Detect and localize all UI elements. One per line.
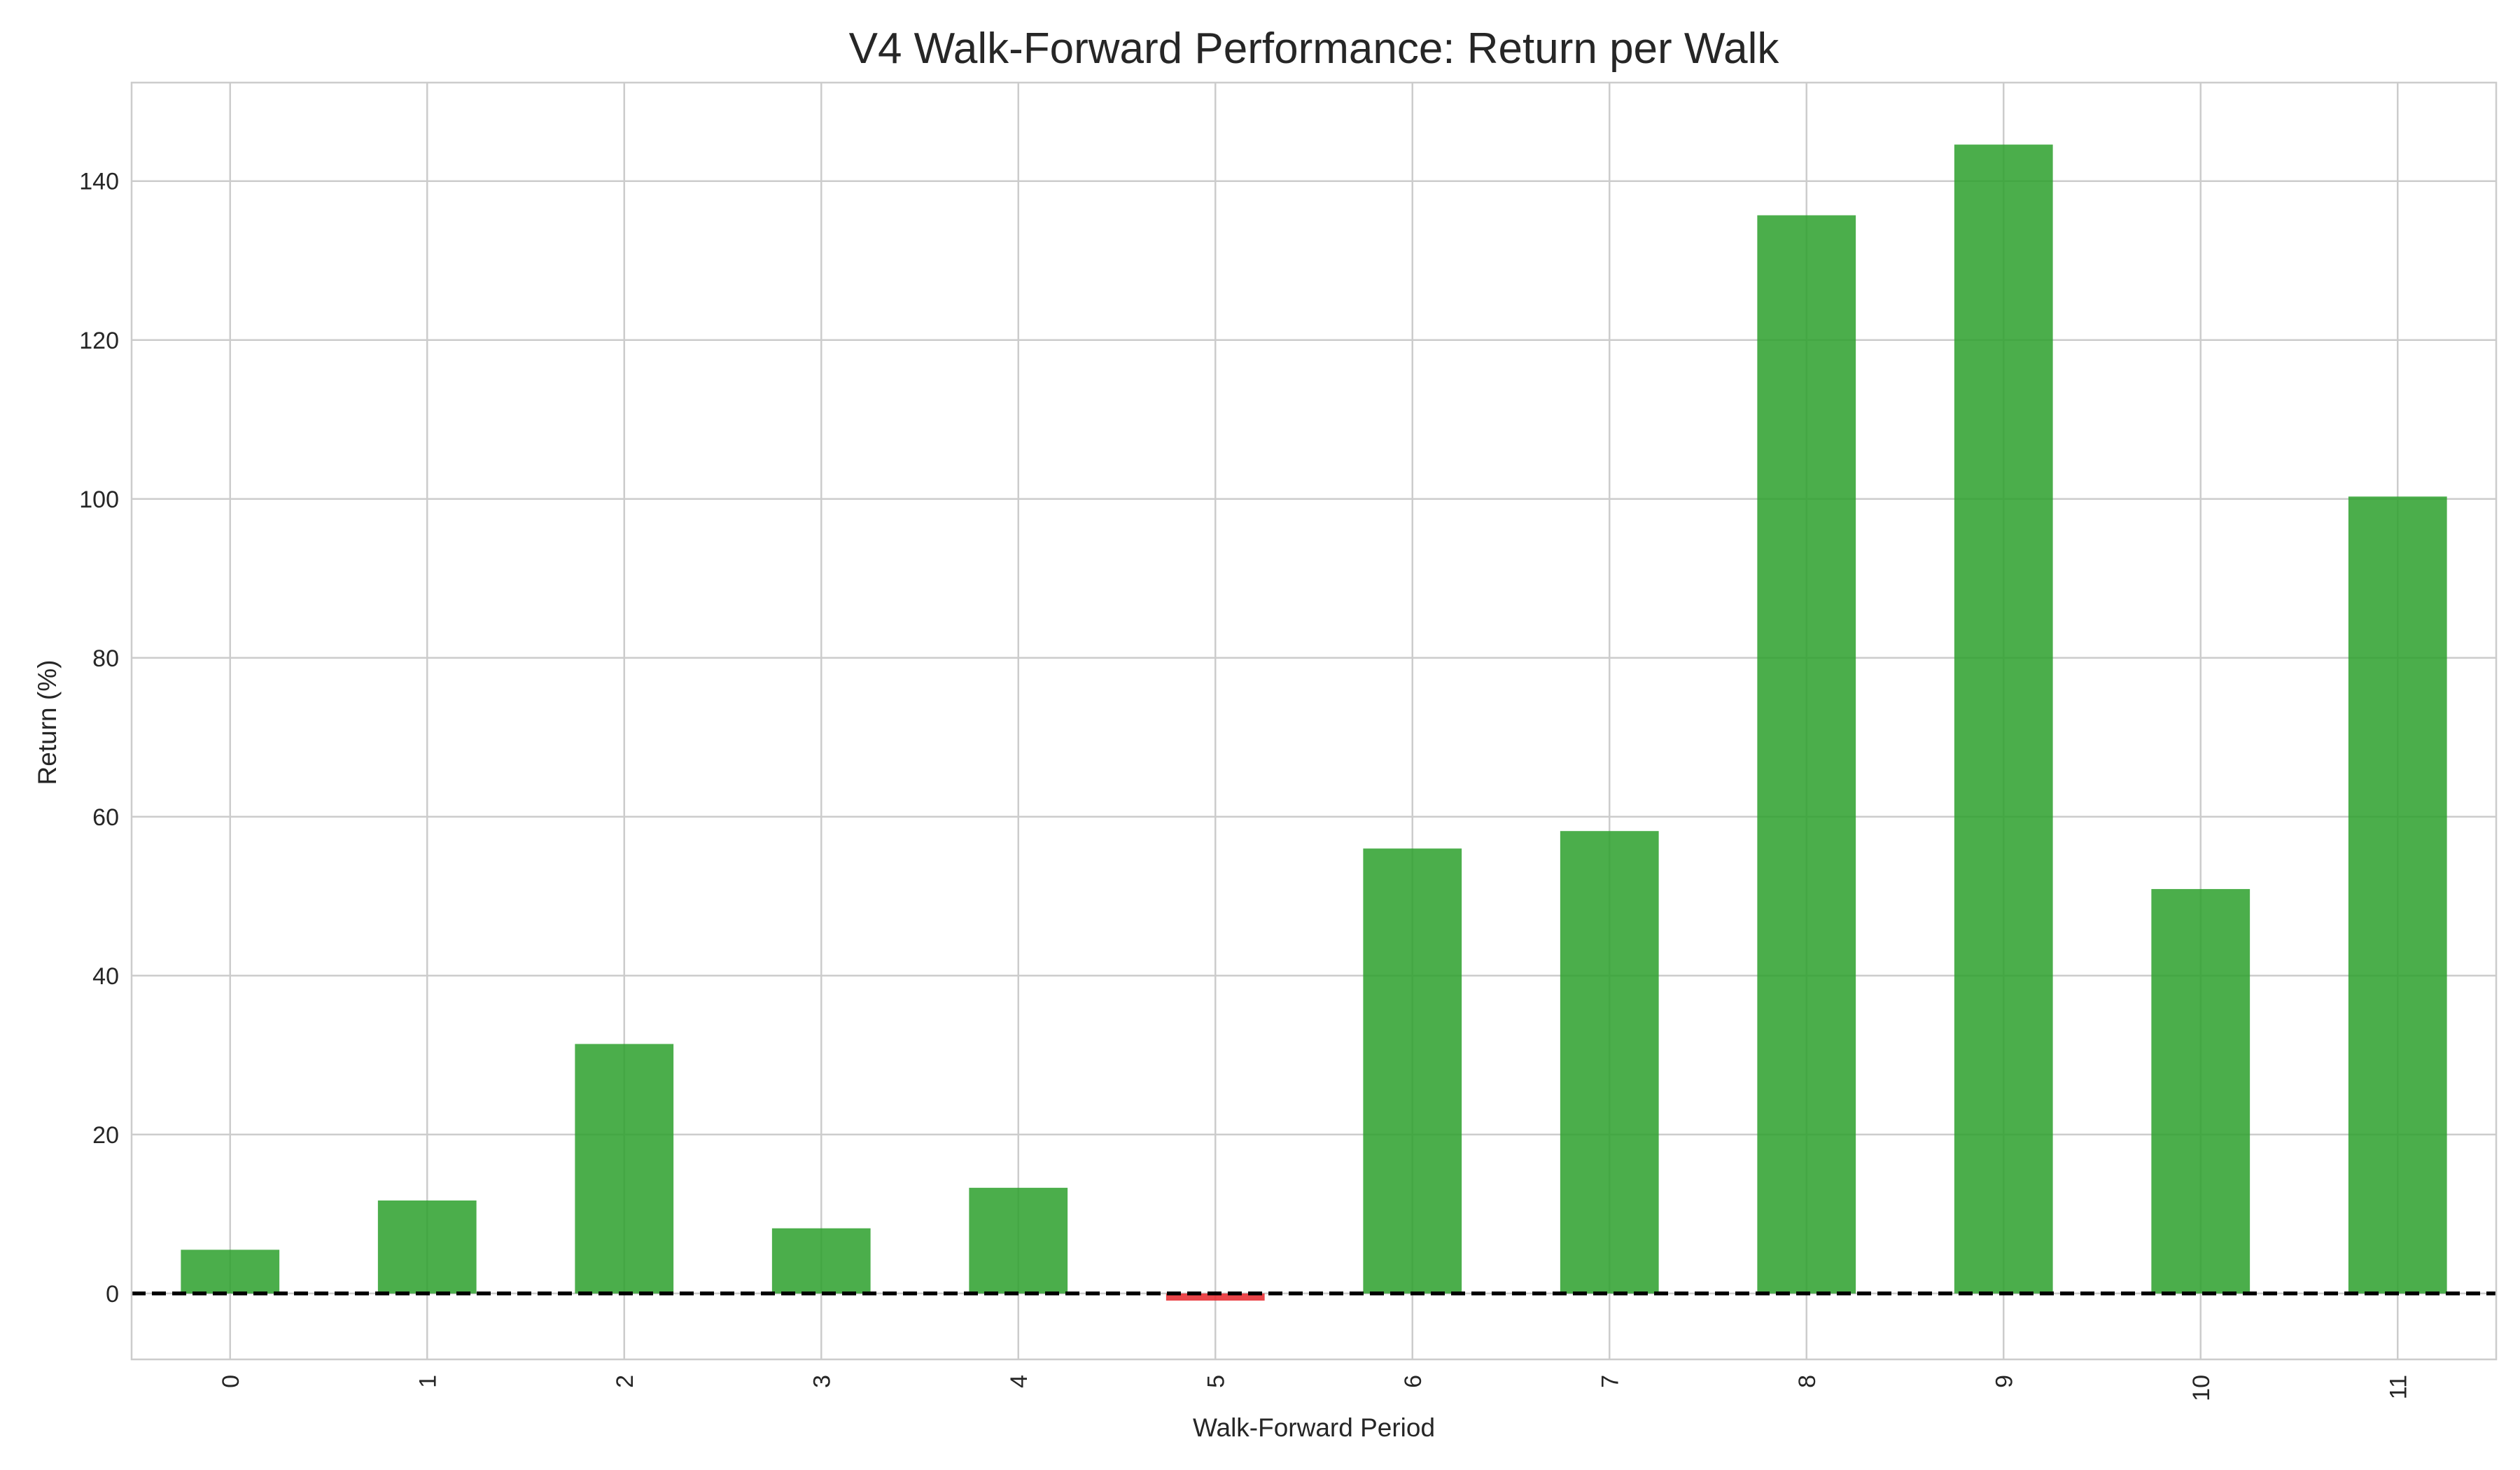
bar-period-4 xyxy=(969,1187,1068,1294)
bar-period-3 xyxy=(771,1228,871,1294)
y-axis-label: Return (%) xyxy=(33,660,62,785)
y-tick-label: 20 xyxy=(92,1122,119,1149)
bar-period-9 xyxy=(1954,144,2053,1294)
x-tick-label: 5 xyxy=(1203,1375,1229,1388)
bar-period-8 xyxy=(1757,215,1856,1294)
bar-period-7 xyxy=(1560,831,1659,1294)
y-tick-label: 60 xyxy=(92,804,119,831)
x-tick-label: 0 xyxy=(218,1375,244,1388)
x-axis-label: Walk-Forward Period xyxy=(1193,1413,1435,1442)
y-tick-label: 100 xyxy=(79,486,119,513)
bar-period-2 xyxy=(575,1044,674,1294)
x-tick-label: 1 xyxy=(414,1375,441,1388)
bar-period-1 xyxy=(377,1200,477,1294)
x-tick-label: 3 xyxy=(808,1375,835,1388)
plot-frame xyxy=(130,81,2498,1361)
bar-period-5 xyxy=(1166,1293,1265,1301)
x-tick-label: 10 xyxy=(2188,1375,2215,1401)
grid-layer xyxy=(132,83,2496,1359)
x-tick-label: 9 xyxy=(1991,1375,2017,1388)
x-tick-label: 4 xyxy=(1006,1375,1032,1388)
bar-period-10 xyxy=(2151,889,2250,1294)
bar-period-0 xyxy=(181,1250,280,1294)
bar-period-11 xyxy=(2348,496,2447,1294)
y-tick-labels: 0 20 40 60 80 100 120 140 xyxy=(79,169,119,1308)
x-tick-label: 2 xyxy=(612,1375,638,1388)
chart-title: V4 Walk-Forward Performance: Return per … xyxy=(849,24,1780,73)
y-tick-label: 40 xyxy=(92,963,119,990)
y-tick-label: 140 xyxy=(79,169,119,195)
y-tick-label: 120 xyxy=(79,328,119,354)
x-tick-label: 8 xyxy=(1794,1375,1821,1388)
x-tick-label: 7 xyxy=(1597,1375,1623,1388)
bar-period-6 xyxy=(1363,848,1462,1294)
x-tick-label: 11 xyxy=(2385,1375,2412,1399)
bar-layer xyxy=(181,144,2447,1301)
x-tick-labels: 0 1 2 3 4 5 6 7 8 9 10 11 xyxy=(218,1375,2412,1401)
x-tick-label: 6 xyxy=(1400,1375,1427,1388)
y-tick-label: 0 xyxy=(106,1281,119,1308)
y-tick-label: 80 xyxy=(92,645,119,672)
